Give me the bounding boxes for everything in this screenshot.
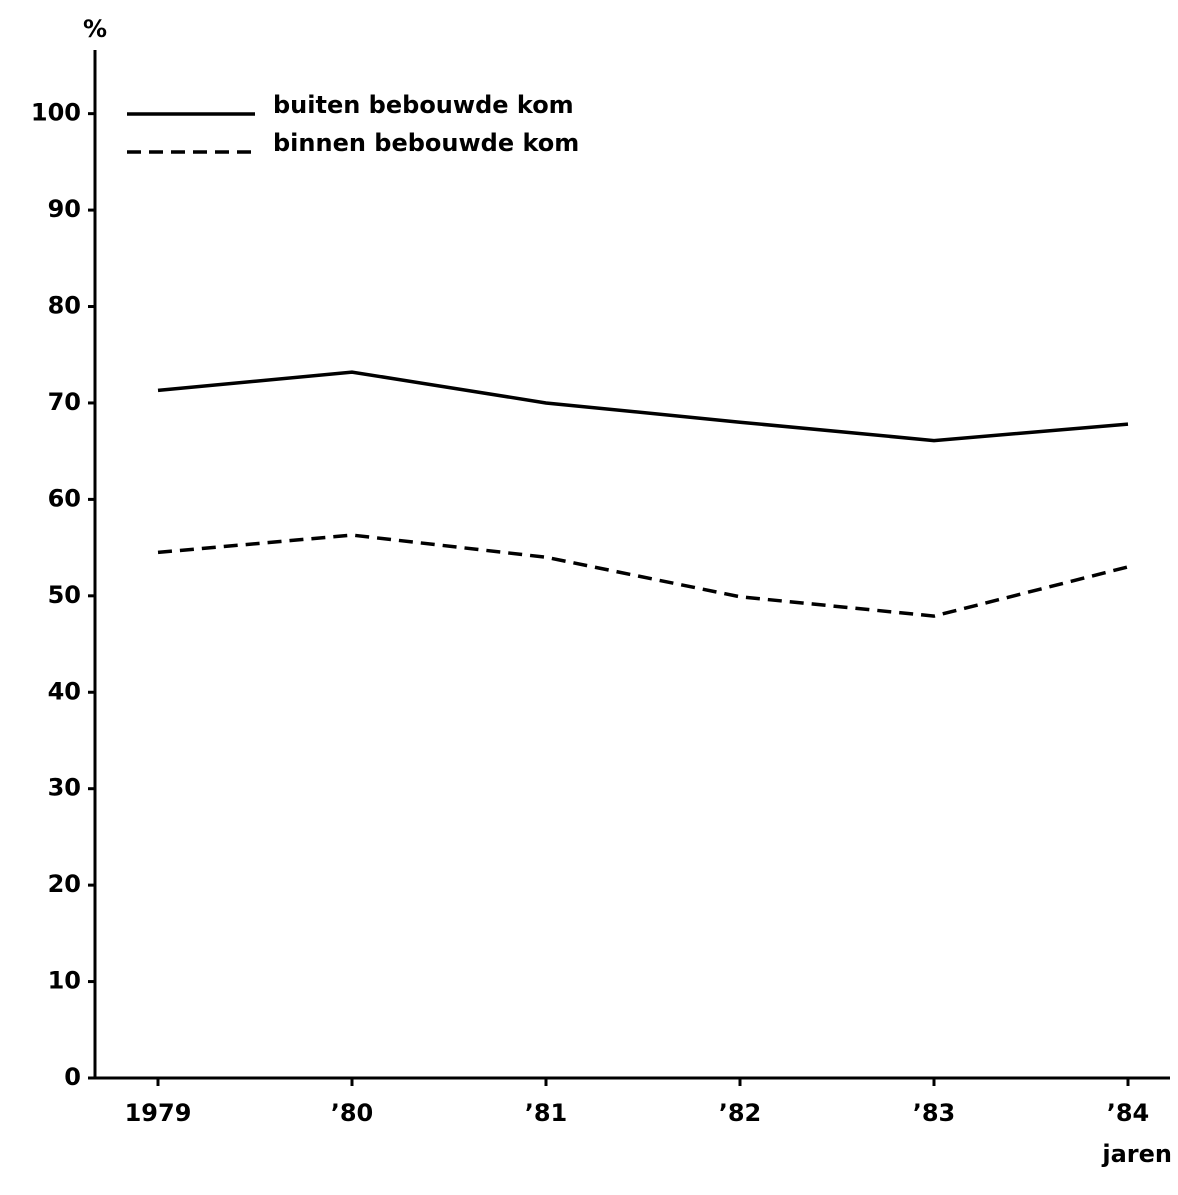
legend-label: binnen bebouwde kom <box>273 129 579 157</box>
x-tick-label: ’80 <box>331 1099 374 1127</box>
y-axis-label: % <box>83 15 107 43</box>
x-tick-label: ’82 <box>719 1099 762 1127</box>
y-tick-label: 20 <box>48 870 81 898</box>
y-tick-label: 60 <box>48 484 81 512</box>
y-tick-label: 80 <box>48 292 81 320</box>
y-tick-label: 30 <box>48 774 81 802</box>
x-tick-label: ’83 <box>913 1099 956 1127</box>
y-tick-label: 10 <box>48 967 81 995</box>
x-tick-label: ’84 <box>1107 1099 1150 1127</box>
legend-label: buiten bebouwde kom <box>273 91 574 119</box>
x-tick-label: ’81 <box>525 1099 568 1127</box>
y-tick-label: 90 <box>48 195 81 223</box>
series-line <box>157 370 1129 443</box>
series-line <box>157 533 1129 618</box>
y-tick-label: 70 <box>48 388 81 416</box>
y-tick-label: 50 <box>48 581 81 609</box>
y-tick-label: 40 <box>48 677 81 705</box>
x-tick-label: 1979 <box>125 1099 192 1127</box>
y-tick-label: 100 <box>31 99 81 127</box>
x-axis-label: jaren <box>1101 1140 1172 1168</box>
y-tick-label: 0 <box>64 1063 81 1091</box>
